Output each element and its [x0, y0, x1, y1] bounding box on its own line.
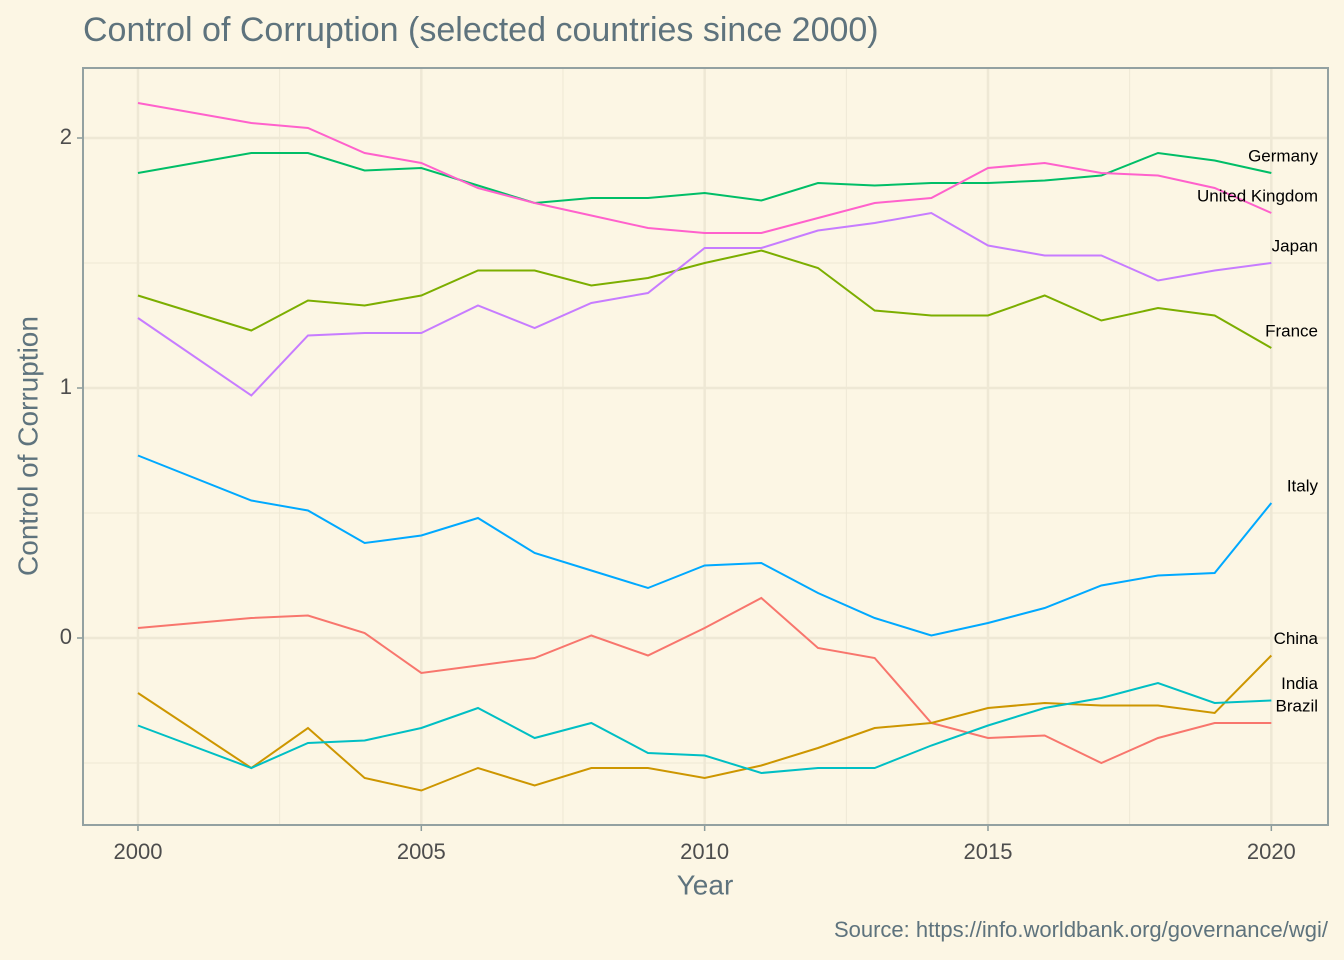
x-tick-label: 2005 [397, 839, 446, 864]
line [137, 454, 1273, 637]
x-tick-label: 2020 [1247, 839, 1296, 864]
line [137, 102, 1272, 234]
series-label: United Kingdom [1197, 186, 1318, 205]
line [137, 211, 1272, 397]
line [137, 596, 1272, 765]
line [137, 249, 1272, 349]
x-tick-label: 2010 [680, 839, 729, 864]
chart-title: Control of Corruption (selected countrie… [83, 11, 879, 49]
caption: Source: https://info.worldbank.org/gover… [834, 917, 1329, 942]
y-tick-label: 2 [60, 124, 72, 149]
series-label: India [1281, 674, 1318, 693]
line [137, 681, 1272, 775]
series-label: Japan [1272, 236, 1318, 255]
line [137, 151, 1272, 205]
line [137, 654, 1273, 792]
y-tick-label: 1 [60, 374, 72, 399]
series-label: Italy [1287, 476, 1319, 495]
panel-border [82, 67, 1329, 826]
y-tick-label: 0 [60, 624, 72, 649]
series-label: France [1265, 321, 1318, 340]
series-label: China [1274, 629, 1319, 648]
x-tick-label: 2015 [964, 839, 1013, 864]
x-tick-label: 2000 [113, 839, 162, 864]
series-label: Germany [1248, 146, 1318, 165]
x-axis-title: Year [677, 869, 734, 900]
y-axis-title: Control of Corruption [12, 316, 43, 576]
series-label: Brazil [1275, 696, 1318, 715]
